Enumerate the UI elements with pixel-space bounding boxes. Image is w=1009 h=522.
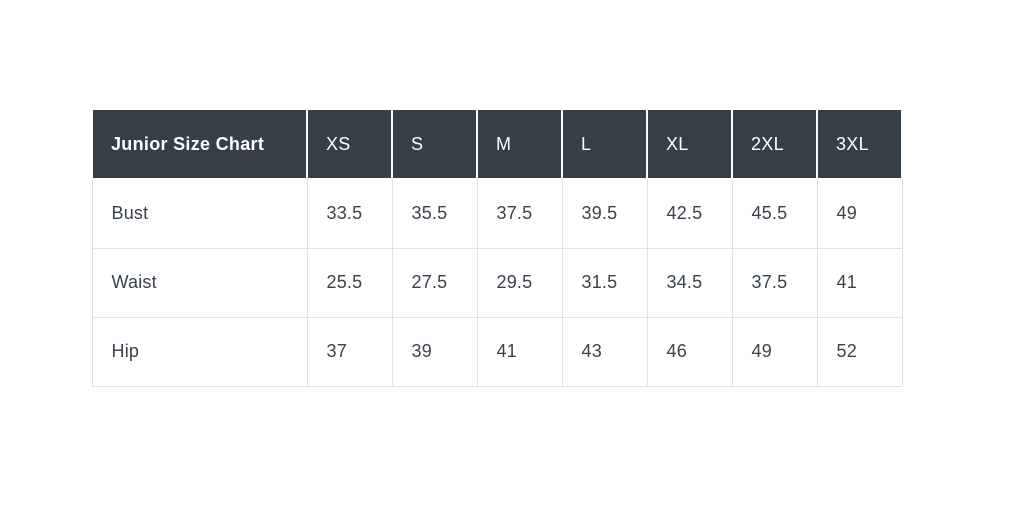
row-label-bust: Bust <box>91 178 308 249</box>
hip-value-2xl: 49 <box>731 316 818 387</box>
bust-value-s: 35.5 <box>391 178 478 249</box>
table-row-hip: Hip 37 39 41 43 46 49 52 <box>91 316 903 387</box>
bust-value-2xl: 45.5 <box>731 178 818 249</box>
header-cell-2xl: 2XL <box>731 108 818 180</box>
waist-value-3xl: 41 <box>816 247 903 318</box>
hip-value-s: 39 <box>391 316 478 387</box>
size-chart-header: Junior Size Chart XS S M L XL 2XL 3XL <box>91 108 903 180</box>
hip-value-xs: 37 <box>306 316 393 387</box>
size-chart-container: Junior Size Chart XS S M L XL 2XL 3XL Bu… <box>91 108 903 387</box>
waist-value-s: 27.5 <box>391 247 478 318</box>
bust-value-3xl: 49 <box>816 178 903 249</box>
waist-value-m: 29.5 <box>476 247 563 318</box>
bust-value-xs: 33.5 <box>306 178 393 249</box>
waist-value-l: 31.5 <box>561 247 648 318</box>
hip-value-3xl: 52 <box>816 316 903 387</box>
row-label-hip: Hip <box>91 316 308 387</box>
header-cell-l: L <box>561 108 648 180</box>
bust-value-l: 39.5 <box>561 178 648 249</box>
table-row-waist: Waist 25.5 27.5 29.5 31.5 34.5 37.5 41 <box>91 247 903 318</box>
header-cell-xl: XL <box>646 108 733 180</box>
waist-value-xs: 25.5 <box>306 247 393 318</box>
bust-value-xl: 42.5 <box>646 178 733 249</box>
table-row-bust: Bust 33.5 35.5 37.5 39.5 42.5 45.5 49 <box>91 178 903 249</box>
hip-value-m: 41 <box>476 316 563 387</box>
row-label-waist: Waist <box>91 247 308 318</box>
header-cell-xs: XS <box>306 108 393 180</box>
bust-value-m: 37.5 <box>476 178 563 249</box>
junior-size-chart-table: Junior Size Chart XS S M L XL 2XL 3XL Bu… <box>91 108 903 387</box>
header-cell-3xl: 3XL <box>816 108 903 180</box>
chart-title-cell: Junior Size Chart <box>91 108 308 180</box>
header-row: Junior Size Chart XS S M L XL 2XL 3XL <box>91 108 903 180</box>
waist-value-2xl: 37.5 <box>731 247 818 318</box>
waist-value-xl: 34.5 <box>646 247 733 318</box>
size-chart-body: Bust 33.5 35.5 37.5 39.5 42.5 45.5 49 Wa… <box>91 178 903 387</box>
hip-value-l: 43 <box>561 316 648 387</box>
header-cell-m: M <box>476 108 563 180</box>
header-cell-s: S <box>391 108 478 180</box>
hip-value-xl: 46 <box>646 316 733 387</box>
